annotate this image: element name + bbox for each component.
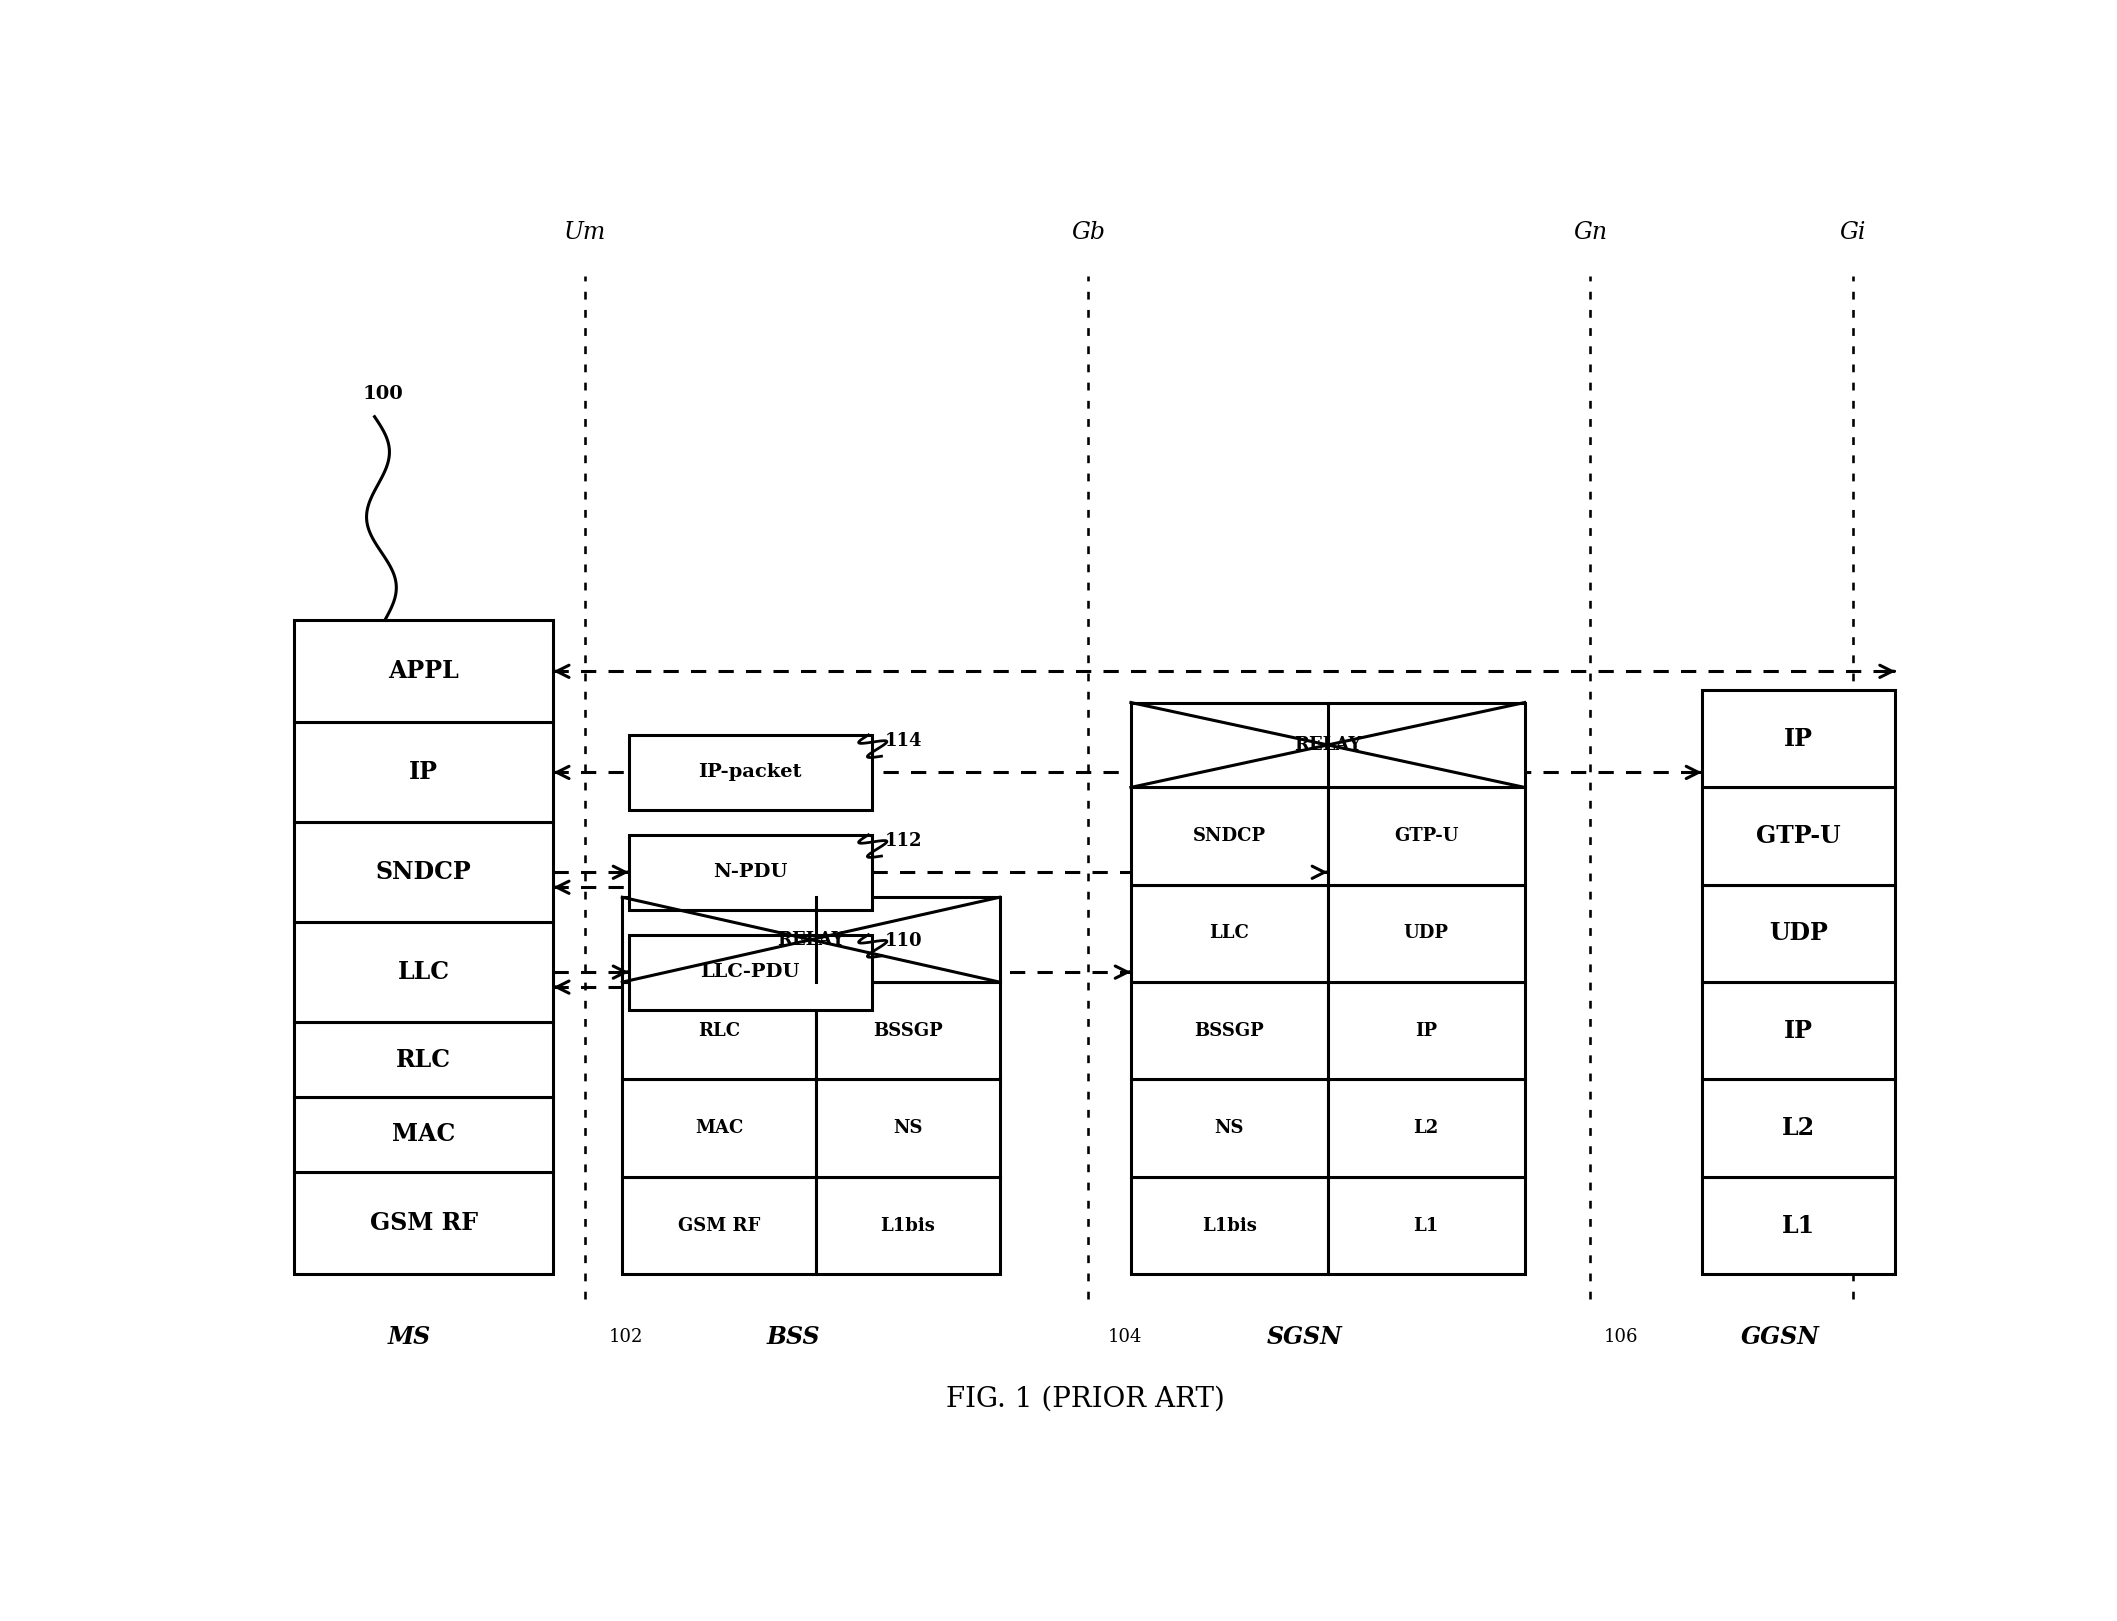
Text: BSS: BSS <box>766 1324 819 1349</box>
Text: GTP-U: GTP-U <box>1757 823 1842 848</box>
Text: L2: L2 <box>1414 1118 1440 1138</box>
Text: IP-packet: IP-packet <box>699 763 802 781</box>
Text: L2: L2 <box>1783 1117 1814 1140</box>
Bar <box>1130 1080 1327 1177</box>
Text: Gb: Gb <box>1071 222 1105 245</box>
Text: GGSN: GGSN <box>1740 1324 1821 1349</box>
Bar <box>294 1097 553 1172</box>
Text: BSSGP: BSSGP <box>1194 1021 1264 1039</box>
Bar <box>1327 1080 1524 1177</box>
Bar <box>629 734 872 810</box>
Text: Gn: Gn <box>1573 222 1607 245</box>
Bar <box>294 1172 553 1274</box>
Text: LLC-PDU: LLC-PDU <box>701 963 800 981</box>
Text: MS: MS <box>387 1324 430 1349</box>
Bar <box>815 1080 999 1177</box>
Text: SNDCP: SNDCP <box>377 861 472 885</box>
Text: 106: 106 <box>1603 1328 1639 1345</box>
Bar <box>815 982 999 1080</box>
Bar <box>294 1023 553 1097</box>
Text: NS: NS <box>893 1118 923 1138</box>
Text: RLC: RLC <box>699 1021 741 1039</box>
Bar <box>622 982 815 1080</box>
Bar <box>1327 982 1524 1080</box>
Text: GSM RF: GSM RF <box>370 1211 478 1235</box>
Text: MAC: MAC <box>392 1122 455 1146</box>
Bar <box>815 1177 999 1274</box>
Text: IP: IP <box>409 760 438 785</box>
Text: L1bis: L1bis <box>1202 1216 1257 1235</box>
Text: 102: 102 <box>610 1328 644 1345</box>
Text: 110: 110 <box>885 932 923 950</box>
Bar <box>622 1080 815 1177</box>
Bar <box>1130 885 1327 982</box>
Bar <box>1327 788 1524 885</box>
Bar <box>629 835 872 909</box>
Text: RLC: RLC <box>396 1047 451 1071</box>
Text: BSSGP: BSSGP <box>872 1021 942 1039</box>
Bar <box>1327 885 1524 982</box>
Bar <box>294 621 553 723</box>
Bar <box>1702 1080 1895 1177</box>
Text: Um: Um <box>563 222 605 245</box>
Text: IP: IP <box>1785 1018 1812 1042</box>
Text: 104: 104 <box>1107 1328 1143 1345</box>
Bar <box>1702 691 1895 788</box>
Text: L1: L1 <box>1414 1216 1440 1235</box>
Text: RELAY: RELAY <box>1293 736 1361 754</box>
Text: 112: 112 <box>885 832 923 849</box>
Bar <box>294 822 553 922</box>
Text: SNDCP: SNDCP <box>1192 827 1266 845</box>
Text: NS: NS <box>1215 1118 1245 1138</box>
Text: UDP: UDP <box>1404 924 1448 942</box>
Text: UDP: UDP <box>1770 921 1829 945</box>
Text: N-PDU: N-PDU <box>713 864 788 882</box>
Bar <box>1702 885 1895 982</box>
Bar <box>294 922 553 1023</box>
Bar <box>1702 982 1895 1080</box>
Text: LLC: LLC <box>1209 924 1249 942</box>
Bar <box>1702 1177 1895 1274</box>
Text: LLC: LLC <box>398 960 449 984</box>
Bar <box>1130 702 1524 788</box>
Text: L1bis: L1bis <box>881 1216 936 1235</box>
Text: Gi: Gi <box>1840 222 1865 245</box>
Bar <box>1130 1177 1327 1274</box>
Text: 100: 100 <box>362 386 402 404</box>
Bar <box>629 935 872 1010</box>
Text: IP: IP <box>1414 1021 1437 1039</box>
Text: GSM RF: GSM RF <box>677 1216 760 1235</box>
Bar <box>294 723 553 822</box>
Text: APPL: APPL <box>387 660 459 684</box>
Bar <box>1327 1177 1524 1274</box>
Text: RELAY: RELAY <box>777 930 845 948</box>
Text: L1: L1 <box>1783 1214 1814 1237</box>
Bar <box>1702 788 1895 885</box>
Bar <box>622 1177 815 1274</box>
Bar <box>1130 788 1327 885</box>
Bar <box>622 898 999 982</box>
Text: FIG. 1 (PRIOR ART): FIG. 1 (PRIOR ART) <box>946 1386 1224 1412</box>
Text: IP: IP <box>1785 726 1812 751</box>
Text: GTP-U: GTP-U <box>1393 827 1459 845</box>
Text: MAC: MAC <box>694 1118 743 1138</box>
Text: 114: 114 <box>885 733 923 751</box>
Text: SGSN: SGSN <box>1266 1324 1342 1349</box>
Bar <box>1130 982 1327 1080</box>
